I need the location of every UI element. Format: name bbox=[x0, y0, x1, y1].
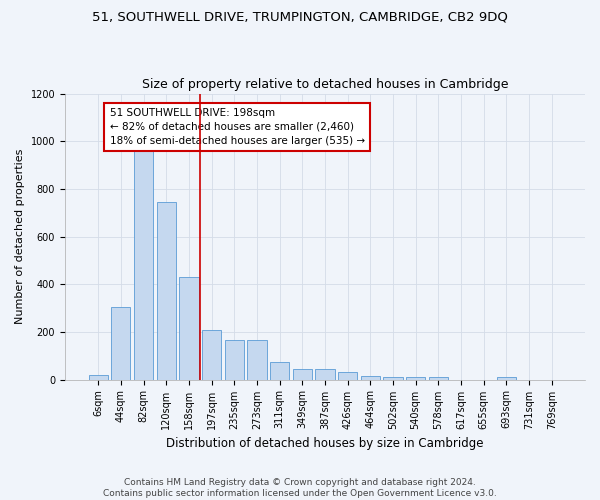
Bar bbox=[497, 377, 516, 380]
Bar bbox=[111, 307, 130, 380]
Title: Size of property relative to detached houses in Cambridge: Size of property relative to detached ho… bbox=[142, 78, 508, 91]
Text: Contains HM Land Registry data © Crown copyright and database right 2024.
Contai: Contains HM Land Registry data © Crown c… bbox=[103, 478, 497, 498]
Bar bbox=[406, 377, 425, 380]
Bar bbox=[428, 377, 448, 380]
Bar bbox=[361, 376, 380, 380]
Bar bbox=[157, 202, 176, 380]
Bar bbox=[202, 330, 221, 380]
Bar bbox=[316, 369, 335, 380]
Bar bbox=[247, 340, 266, 380]
Text: 51, SOUTHWELL DRIVE, TRUMPINGTON, CAMBRIDGE, CB2 9DQ: 51, SOUTHWELL DRIVE, TRUMPINGTON, CAMBRI… bbox=[92, 10, 508, 23]
Bar bbox=[134, 148, 153, 380]
Text: 51 SOUTHWELL DRIVE: 198sqm
← 82% of detached houses are smaller (2,460)
18% of s: 51 SOUTHWELL DRIVE: 198sqm ← 82% of deta… bbox=[110, 108, 365, 146]
Bar bbox=[179, 277, 199, 380]
Bar bbox=[293, 369, 312, 380]
Y-axis label: Number of detached properties: Number of detached properties bbox=[15, 149, 25, 324]
Bar bbox=[383, 377, 403, 380]
X-axis label: Distribution of detached houses by size in Cambridge: Distribution of detached houses by size … bbox=[166, 437, 484, 450]
Bar bbox=[224, 340, 244, 380]
Bar bbox=[338, 372, 357, 380]
Bar bbox=[270, 362, 289, 380]
Bar bbox=[89, 375, 108, 380]
